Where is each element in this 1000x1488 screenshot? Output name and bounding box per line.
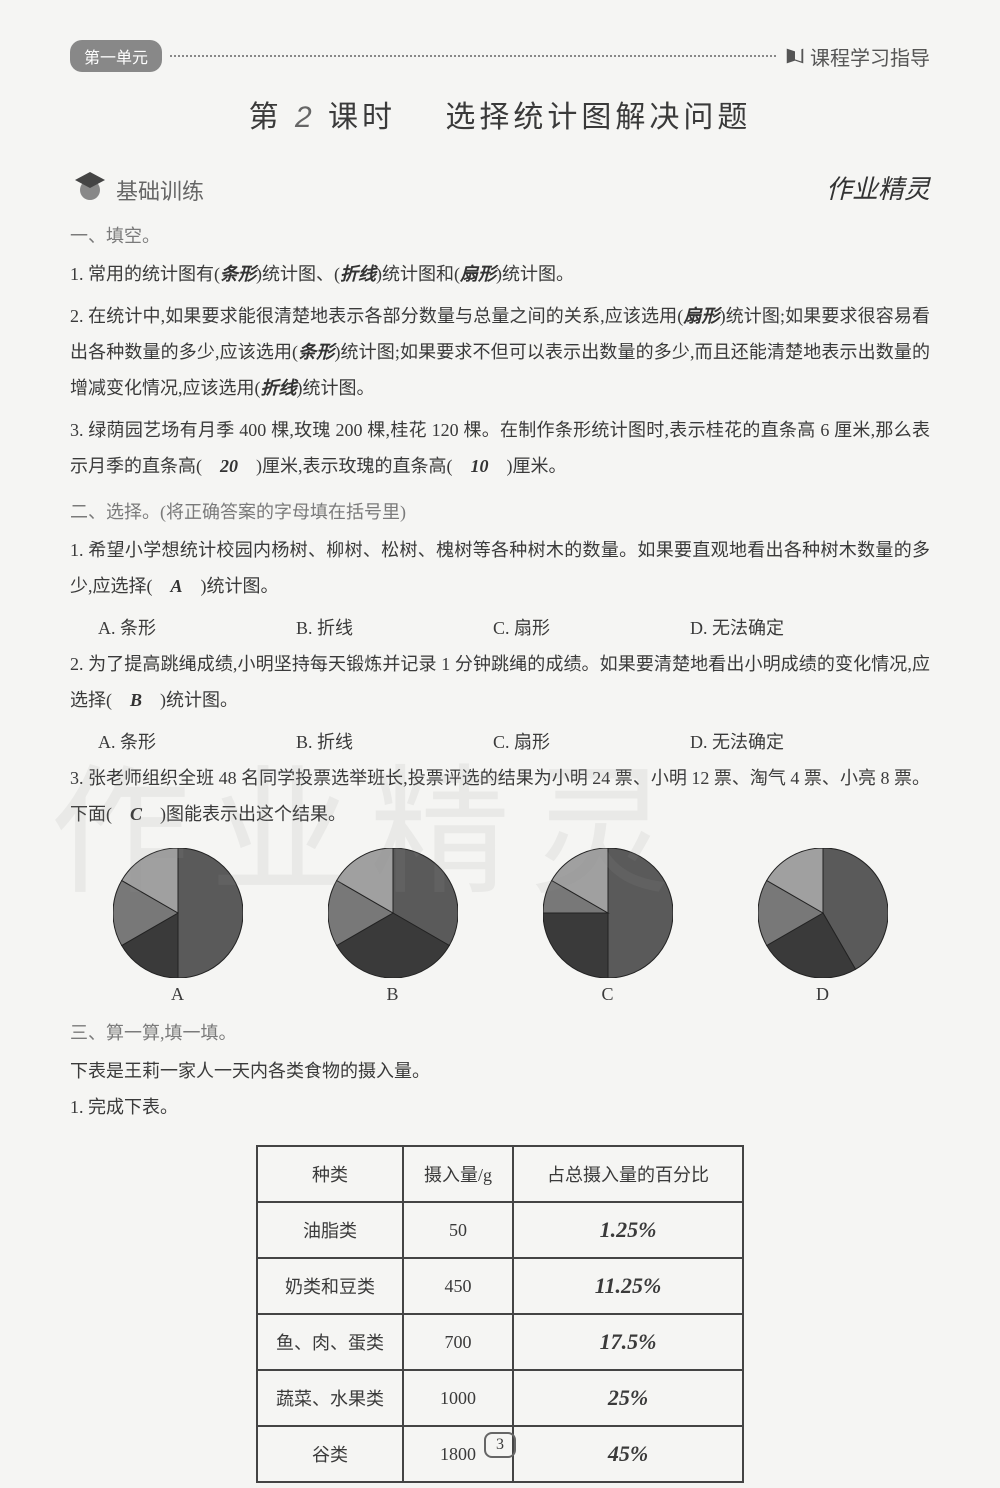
q1-2-ans1: 扇形: [683, 306, 719, 326]
cell-amount: 50: [403, 1202, 513, 1258]
page-header: 第一单元 课程学习指导: [70, 40, 930, 72]
course-guide-text: 课程学习指导: [810, 42, 930, 71]
cell-kind: 蔬菜、水果类: [257, 1370, 403, 1426]
opt-d: D. 无法确定: [690, 610, 784, 646]
table-row: 蔬菜、水果类 1000 25%: [257, 1370, 743, 1426]
q2-1-end: )统计图。: [183, 576, 279, 596]
q1-1-end: )统计图。: [496, 264, 574, 284]
basic-training-text: 基础训练: [116, 174, 204, 206]
header-divider: [170, 55, 776, 57]
q1-2-ans2: 条形: [298, 342, 334, 362]
opt-b: B. 折线: [296, 724, 353, 760]
q2-1-ans: A: [171, 576, 183, 596]
section-1-heading: 一、填空。: [70, 222, 930, 248]
opt-c: C. 扇形: [493, 724, 550, 760]
q2-2-options: A. 条形 B. 折线 C. 扇形 D. 无法确定: [70, 724, 930, 760]
opt-a: A. 条形: [98, 610, 156, 646]
q2-3: 3. 张老师组织全班 48 名同学投票选举班长,投票评选的结果为小明 24 票、…: [70, 760, 930, 832]
cell-pct: 17.5%: [513, 1314, 743, 1370]
cell-amount: 1000: [403, 1370, 513, 1426]
q1-3-ans1: 20: [220, 456, 238, 476]
cell-pct: 25%: [513, 1370, 743, 1426]
q1-3-end: )厘米。: [489, 456, 567, 476]
page-number: 3: [484, 1432, 516, 1458]
q2-2-end: )统计图。: [142, 690, 238, 710]
q1-2-text: 2. 在统计中,如果要求能很清楚地表示各部分数量与总量之间的关系,应该选用(: [70, 306, 683, 326]
q2-3-ans: C: [130, 804, 142, 824]
lesson-title-main: 选择统计图解决问题: [445, 101, 751, 134]
table-row: 鱼、肉、蛋类 700 17.5%: [257, 1314, 743, 1370]
sec3-sub1: 1. 完成下表。: [70, 1089, 930, 1125]
q1-1-ans3: 扇形: [460, 264, 496, 284]
cell-pct: 11.25%: [513, 1258, 743, 1314]
opt-a: A. 条形: [98, 724, 156, 760]
pie-chart-a: A: [113, 848, 243, 1005]
pie-label: B: [386, 984, 398, 1005]
graduate-icon: [70, 166, 110, 206]
sec3-intro: 下表是王莉一家人一天内各类食物的摄入量。: [70, 1053, 930, 1089]
unit-badge: 第一单元: [70, 40, 162, 72]
q1-1-ans1: 条形: [220, 264, 256, 284]
q1-1: 1. 常用的统计图有(条形)统计图、(折线)统计图和(扇形)统计图。: [70, 256, 930, 292]
q1-1-mid1: )统计图、(: [256, 264, 340, 284]
q1-2: 2. 在统计中,如果要求能很清楚地表示各部分数量与总量之间的关系,应该选用(扇形…: [70, 298, 930, 406]
course-guide-label: 课程学习指导: [784, 42, 930, 71]
opt-d: D. 无法确定: [690, 724, 784, 760]
cell-amount: 450: [403, 1258, 513, 1314]
cell-pct: 1.25%: [513, 1202, 743, 1258]
q1-1-text: 1. 常用的统计图有(: [70, 264, 220, 284]
lesson-title: 第 2 课时 选择统计图解决问题: [70, 92, 930, 136]
table-header: 种类: [257, 1146, 403, 1202]
q1-3-mid: )厘米,表示玫瑰的直条高(: [238, 456, 471, 476]
cell-pct: 45%: [513, 1426, 743, 1482]
pie-chart-b: B: [328, 848, 458, 1005]
pie-label: A: [171, 984, 184, 1005]
cell-kind: 油脂类: [257, 1202, 403, 1258]
table-header: 占总摄入量的百分比: [513, 1146, 743, 1202]
q1-2-end: )统计图。: [297, 378, 375, 398]
pie-label: C: [601, 984, 613, 1005]
q1-2-ans3: 折线: [261, 378, 297, 398]
q1-1-mid2: )统计图和(: [376, 264, 460, 284]
handwriting-note: 作业精灵: [826, 169, 930, 206]
section-label-row: 基础训练 作业精灵: [70, 166, 930, 206]
opt-c: C. 扇形: [493, 610, 550, 646]
table-row: 奶类和豆类 450 11.25%: [257, 1258, 743, 1314]
lesson-title-mid: 课时: [328, 101, 396, 134]
table-header: 摄入量/g: [403, 1146, 513, 1202]
pie-chart-d: D: [758, 848, 888, 1005]
q1-3: 3. 绿荫园艺场有月季 400 棵,玫瑰 200 棵,桂花 120 棵。在制作条…: [70, 412, 930, 484]
cell-amount: 700: [403, 1314, 513, 1370]
q1-1-ans2: 折线: [340, 264, 376, 284]
pie-label: D: [816, 984, 829, 1005]
q2-1: 1. 希望小学想统计校园内杨树、柳树、松树、槐树等各种树木的数量。如果要直观地看…: [70, 532, 930, 604]
table-header-row: 种类摄入量/g占总摄入量的百分比: [257, 1146, 743, 1202]
basic-training-label: 基础训练: [70, 166, 204, 206]
pie-chart-c: C: [543, 848, 673, 1005]
section-3-heading: 三、算一算,填一填。: [70, 1019, 930, 1045]
q2-2: 2. 为了提高跳绳成绩,小明坚持每天锻炼并记录 1 分钟跳绳的成绩。如果要清楚地…: [70, 646, 930, 718]
q1-3-ans2: 10: [471, 456, 489, 476]
table-row: 油脂类 50 1.25%: [257, 1202, 743, 1258]
cell-kind: 谷类: [257, 1426, 403, 1482]
cell-kind: 鱼、肉、蛋类: [257, 1314, 403, 1370]
pie-charts-row: A B C D: [70, 848, 930, 1005]
opt-b: B. 折线: [296, 610, 353, 646]
book-icon: [784, 45, 806, 67]
cell-kind: 奶类和豆类: [257, 1258, 403, 1314]
section-2-heading: 二、选择。(将正确答案的字母填在括号里): [70, 498, 930, 524]
lesson-number: 2: [295, 101, 316, 134]
q2-3-end: )图能表示出这个结果。: [142, 804, 346, 824]
lesson-title-prefix: 第: [249, 101, 283, 134]
q2-2-ans: B: [130, 690, 142, 710]
q2-1-options: A. 条形 B. 折线 C. 扇形 D. 无法确定: [70, 610, 930, 646]
